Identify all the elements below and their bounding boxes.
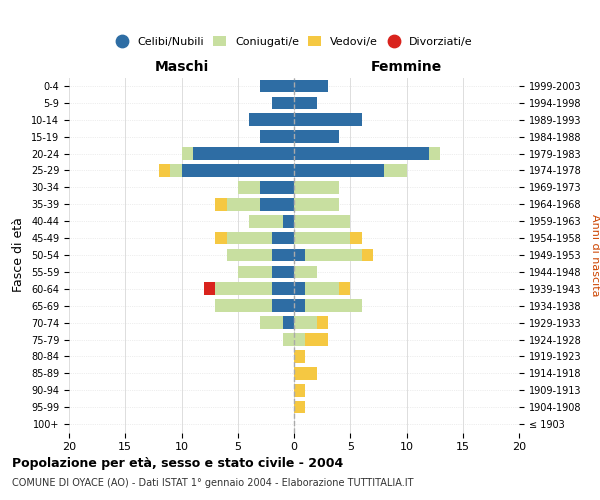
Bar: [294, 333, 305, 346]
Bar: [294, 130, 339, 143]
Bar: [283, 215, 294, 228]
Bar: [294, 282, 305, 295]
Bar: [305, 282, 339, 295]
Bar: [215, 198, 227, 210]
Bar: [294, 401, 305, 413]
Bar: [260, 130, 294, 143]
Bar: [305, 248, 361, 262]
Bar: [238, 181, 260, 194]
Bar: [294, 147, 429, 160]
Bar: [294, 248, 305, 262]
Bar: [249, 114, 294, 126]
Bar: [193, 147, 294, 160]
Bar: [294, 80, 328, 92]
Bar: [294, 198, 339, 210]
Bar: [260, 198, 294, 210]
Bar: [271, 300, 294, 312]
Text: Femmine: Femmine: [371, 60, 442, 74]
Bar: [294, 350, 305, 363]
Text: Popolazione per età, sesso e stato civile - 2004: Popolazione per età, sesso e stato civil…: [12, 458, 343, 470]
Bar: [159, 164, 170, 177]
Bar: [339, 282, 350, 295]
Bar: [305, 333, 328, 346]
Bar: [271, 248, 294, 262]
Bar: [249, 215, 283, 228]
Bar: [294, 367, 317, 380]
Bar: [182, 164, 294, 177]
Bar: [271, 282, 294, 295]
Bar: [294, 384, 305, 396]
Text: COMUNE DI OYACE (AO) - Dati ISTAT 1° gennaio 2004 - Elaborazione TUTTITALIA.IT: COMUNE DI OYACE (AO) - Dati ISTAT 1° gen…: [12, 478, 413, 488]
Bar: [361, 248, 373, 262]
Bar: [215, 232, 227, 244]
Bar: [384, 164, 407, 177]
Bar: [294, 215, 350, 228]
Bar: [170, 164, 182, 177]
Bar: [283, 333, 294, 346]
Bar: [227, 198, 260, 210]
Bar: [294, 181, 339, 194]
Bar: [215, 282, 271, 295]
Bar: [294, 114, 361, 126]
Y-axis label: Fasce di età: Fasce di età: [13, 218, 25, 292]
Bar: [204, 282, 215, 295]
Bar: [294, 164, 384, 177]
Bar: [271, 232, 294, 244]
Bar: [271, 96, 294, 109]
Bar: [260, 181, 294, 194]
Bar: [294, 96, 317, 109]
Legend: Celibi/Nubili, Coniugati/e, Vedovi/e, Divorziati/e: Celibi/Nubili, Coniugati/e, Vedovi/e, Di…: [111, 32, 477, 51]
Bar: [294, 300, 305, 312]
Bar: [182, 147, 193, 160]
Bar: [238, 266, 271, 278]
Bar: [227, 248, 271, 262]
Bar: [227, 232, 271, 244]
Bar: [260, 316, 283, 329]
Text: Maschi: Maschi: [154, 60, 209, 74]
Bar: [429, 147, 440, 160]
Bar: [317, 316, 328, 329]
Bar: [294, 232, 350, 244]
Bar: [260, 80, 294, 92]
Bar: [294, 266, 317, 278]
Bar: [294, 316, 317, 329]
Bar: [215, 300, 271, 312]
Bar: [305, 300, 361, 312]
Bar: [350, 232, 361, 244]
Bar: [283, 316, 294, 329]
Y-axis label: Anni di nascita: Anni di nascita: [590, 214, 599, 296]
Bar: [271, 266, 294, 278]
